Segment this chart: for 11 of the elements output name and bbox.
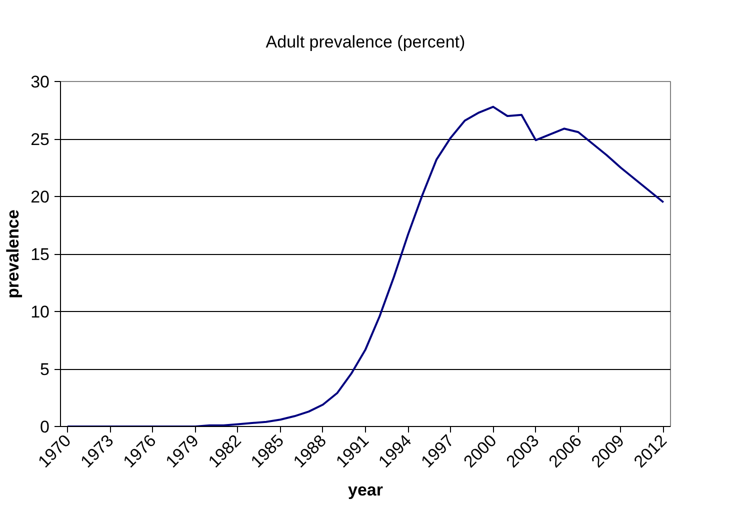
y-axis-title: prevalence [4, 210, 23, 298]
chart-title: Adult prevalence (percent) [266, 32, 466, 52]
y-tick-label: 30 [30, 72, 50, 92]
y-tick-label: 0 [40, 418, 50, 436]
y-tick-label: 10 [30, 302, 50, 322]
y-tick-label: 25 [30, 130, 50, 149]
y-tick-label: 20 [30, 188, 50, 206]
y-tick-label: 15 [30, 245, 50, 264]
y-tick-label: 5 [40, 360, 50, 379]
line-series [66, 106, 664, 426]
x-axis-title: year [348, 480, 384, 500]
